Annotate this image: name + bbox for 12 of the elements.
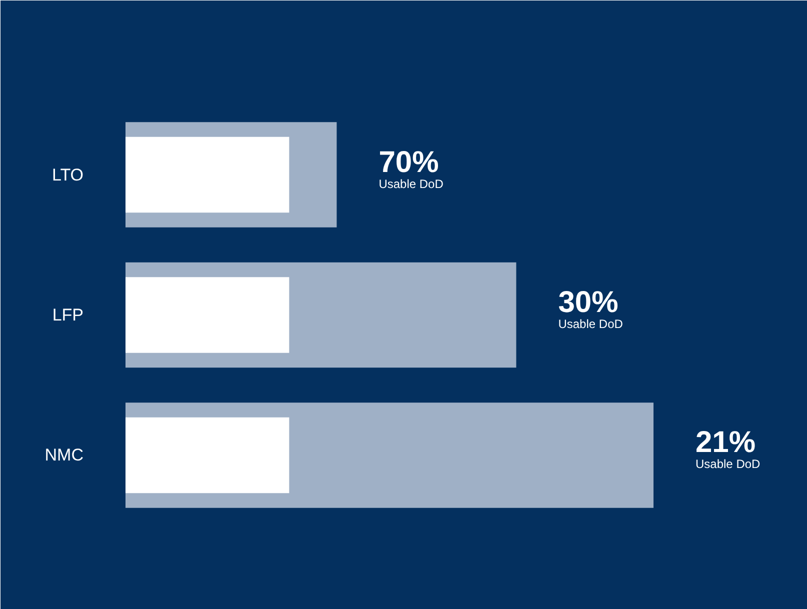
text: Usable DoD	[696, 457, 761, 472]
bar	[126, 136, 290, 213]
annotation: 21%	[696, 426, 756, 460]
y-tick-label: NMC	[44, 446, 84, 465]
y-tick-label: LTO	[52, 165, 84, 184]
bar	[126, 277, 290, 353]
annotation: Usable DoD	[558, 317, 624, 331]
annotation: 30%	[558, 286, 618, 319]
bar	[126, 417, 290, 494]
y-tick-label: LFP	[52, 306, 84, 324]
annotation: Usable DoD	[378, 176, 444, 191]
annotation: 70%	[378, 146, 439, 179]
